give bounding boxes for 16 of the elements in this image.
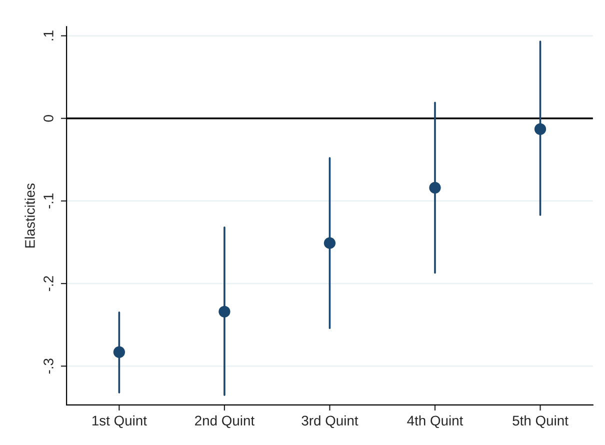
point [218,306,230,318]
point [534,123,546,135]
x-tick-label: 4th Quint [407,415,464,428]
point [429,182,441,194]
y-tick-label: -.2 [44,276,54,292]
point [113,346,125,358]
x-tick-label: 3rd Quint [302,415,358,428]
x-tick-label: 5th Quint [512,415,568,428]
y-tick-label: .1 [44,30,54,40]
y-axis-title: Elasticities [24,184,35,248]
y-tick-label: -.3 [44,358,54,374]
y-tick-label: -.1 [44,194,54,208]
x-tick-label: 2nd Quint [195,415,254,428]
point [324,237,336,249]
x-tick-label: 1st Quint [92,415,147,428]
y-tick-label: 0 [44,115,54,122]
